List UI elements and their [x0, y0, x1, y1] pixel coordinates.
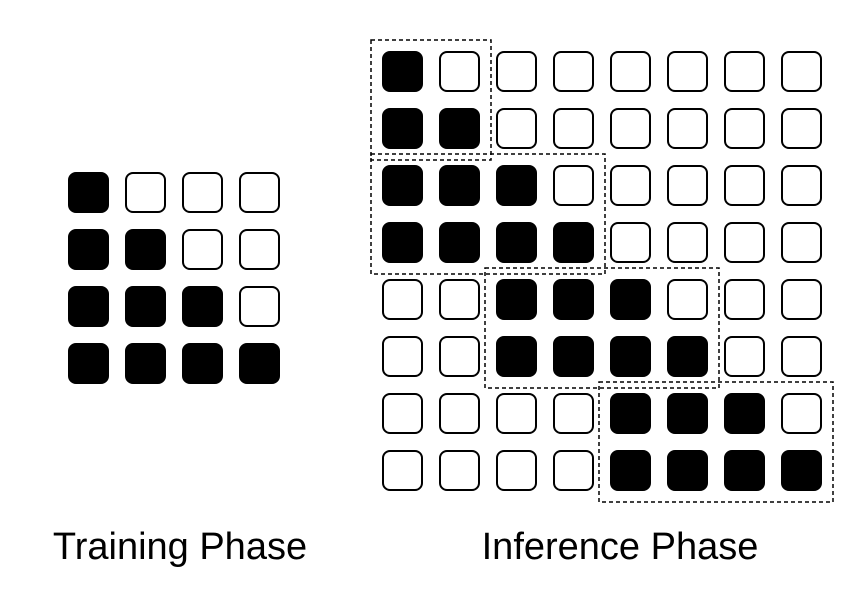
inference-cell-filled [497, 337, 536, 376]
inference-cell-filled [782, 451, 821, 490]
inference-cell-filled [554, 223, 593, 262]
inference-cell-filled [497, 166, 536, 205]
inference-cell-filled [668, 451, 707, 490]
inference-cell-filled [383, 223, 422, 262]
training-cell-filled [183, 344, 222, 383]
training-cell-empty [240, 230, 279, 269]
inference-cell-filled [611, 451, 650, 490]
training-cell-empty [240, 287, 279, 326]
inference-cell-empty [497, 451, 536, 490]
inference-phase-caption: Inference Phase [440, 522, 800, 572]
inference-cell-empty [782, 52, 821, 91]
training-cell-filled [183, 287, 222, 326]
inference-cell-filled [725, 394, 764, 433]
inference-cell-filled [668, 337, 707, 376]
training-cell-empty [183, 230, 222, 269]
inference-cell-empty [782, 280, 821, 319]
inference-cell-empty [782, 223, 821, 262]
inference-cell-filled [554, 280, 593, 319]
training-cell-empty [183, 173, 222, 212]
inference-cell-empty [383, 337, 422, 376]
inference-cell-filled [383, 109, 422, 148]
inference-cell-empty [554, 109, 593, 148]
inference-cell-filled [554, 337, 593, 376]
training-cell-filled [240, 344, 279, 383]
inference-cell-empty [554, 166, 593, 205]
training-cell-filled [126, 230, 165, 269]
inference-cell-filled [611, 337, 650, 376]
inference-cell-empty [554, 394, 593, 433]
inference-cell-empty [440, 394, 479, 433]
inference-cell-empty [440, 337, 479, 376]
inference-cell-empty [497, 109, 536, 148]
inference-cell-empty [611, 166, 650, 205]
inference-cell-empty [383, 394, 422, 433]
inference-cell-filled [383, 166, 422, 205]
inference-cell-empty [611, 52, 650, 91]
inference-cell-empty [554, 52, 593, 91]
inference-cell-empty [782, 166, 821, 205]
training-cell-filled [126, 344, 165, 383]
inference-cell-empty [668, 166, 707, 205]
training-cell-filled [69, 230, 108, 269]
inference-cell-empty [725, 337, 764, 376]
inference-cell-empty [725, 109, 764, 148]
inference-cell-filled [611, 394, 650, 433]
inference-cell-empty [668, 280, 707, 319]
inference-cell-filled [497, 280, 536, 319]
inference-cell-empty [725, 52, 764, 91]
inference-cell-empty [497, 52, 536, 91]
inference-cell-empty [497, 394, 536, 433]
inference-cell-empty [782, 109, 821, 148]
inference-window-boxes [371, 40, 833, 502]
inference-cell-empty [554, 451, 593, 490]
inference-cell-filled [440, 223, 479, 262]
inference-cell-filled [497, 223, 536, 262]
inference-cell-empty [668, 223, 707, 262]
inference-cell-empty [440, 451, 479, 490]
training-phase-caption: Training Phase [20, 522, 340, 572]
inference-cell-empty [611, 223, 650, 262]
training-cell-empty [240, 173, 279, 212]
inference-cell-empty [668, 52, 707, 91]
inference-cell-empty [383, 451, 422, 490]
training-cell-filled [69, 173, 108, 212]
inference-cell-empty [668, 109, 707, 148]
inference-cell-filled [611, 280, 650, 319]
training-mask-grid [69, 173, 279, 383]
inference-cell-filled [440, 166, 479, 205]
inference-cell-empty [725, 280, 764, 319]
training-cell-filled [69, 287, 108, 326]
inference-cell-empty [440, 280, 479, 319]
inference-cell-empty [611, 109, 650, 148]
inference-mask-grid [383, 52, 821, 490]
inference-cell-empty [782, 337, 821, 376]
inference-cell-empty [383, 280, 422, 319]
inference-cell-filled [668, 394, 707, 433]
training-cell-filled [126, 287, 165, 326]
training-cell-empty [126, 173, 165, 212]
inference-cell-empty [440, 52, 479, 91]
training-cell-filled [69, 344, 108, 383]
inference-cell-filled [383, 52, 422, 91]
inference-cell-filled [440, 109, 479, 148]
inference-cell-filled [725, 451, 764, 490]
inference-cell-empty [782, 394, 821, 433]
inference-cell-empty [725, 223, 764, 262]
inference-cell-empty [725, 166, 764, 205]
